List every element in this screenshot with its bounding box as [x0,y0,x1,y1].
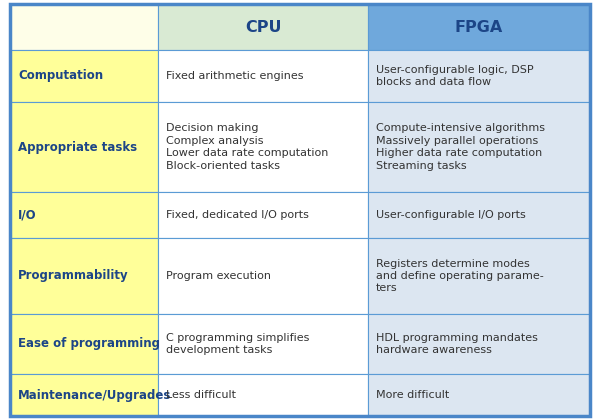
Text: Registers determine modes
and define operating parame-
ters: Registers determine modes and define ope… [376,259,544,294]
Bar [368,50,590,102]
Text: CPU: CPU [245,19,281,34]
Text: Computation: Computation [18,69,103,82]
Bar [158,4,368,50]
Text: FPGA: FPGA [455,19,503,34]
Bar [368,192,590,238]
Text: Less difficult: Less difficult [166,390,236,400]
Bar [10,102,158,192]
Bar [158,102,368,192]
Bar [158,374,368,416]
Text: Compute-intensive algorithms
Massively parallel operations
Higher data rate comp: Compute-intensive algorithms Massively p… [376,123,545,171]
Bar [158,314,368,374]
Bar [10,314,158,374]
Text: I/O: I/O [18,208,37,221]
Text: Ease of programming: Ease of programming [18,338,160,351]
Text: Maintenance/Upgrades: Maintenance/Upgrades [18,388,172,402]
Bar [10,50,158,102]
Text: C programming simplifies
development tasks: C programming simplifies development tas… [166,333,310,355]
Text: Fixed arithmetic engines: Fixed arithmetic engines [166,71,304,81]
Text: More difficult: More difficult [376,390,449,400]
Text: Appropriate tasks: Appropriate tasks [18,141,137,153]
Bar [158,192,368,238]
Text: Programmability: Programmability [18,270,128,283]
Bar [368,4,590,50]
Bar [10,238,158,314]
Bar [368,374,590,416]
Bar [10,4,158,50]
Text: Fixed, dedicated I/O ports: Fixed, dedicated I/O ports [166,210,309,220]
Bar [10,192,158,238]
Bar [158,50,368,102]
Text: User-configurable I/O ports: User-configurable I/O ports [376,210,526,220]
Bar [10,374,158,416]
Text: Program execution: Program execution [166,271,271,281]
Text: HDL programming mandates
hardware awareness: HDL programming mandates hardware awaren… [376,333,538,355]
Bar [368,102,590,192]
Bar [158,238,368,314]
Bar [368,238,590,314]
Text: Decision making
Complex analysis
Lower data rate computation
Block-oriented task: Decision making Complex analysis Lower d… [166,123,328,171]
Bar [368,314,590,374]
Text: User-configurable logic, DSP
blocks and data flow: User-configurable logic, DSP blocks and … [376,65,533,87]
